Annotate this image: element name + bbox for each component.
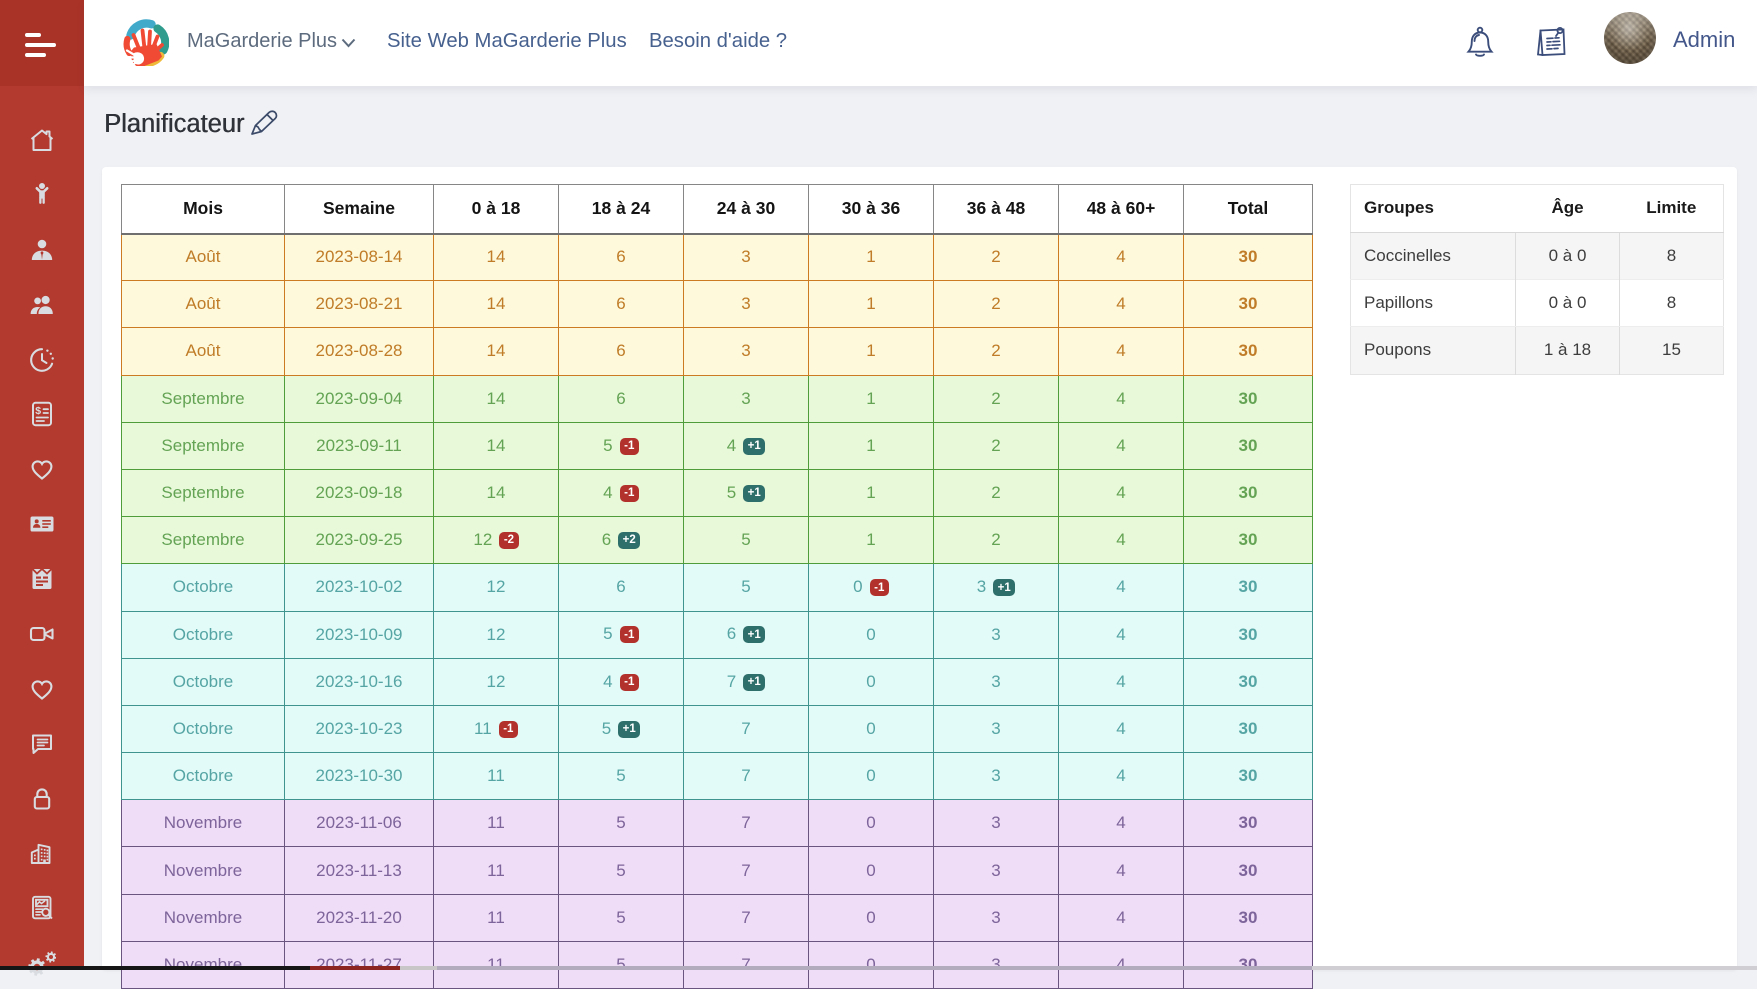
svg-text:$: $	[35, 406, 41, 418]
